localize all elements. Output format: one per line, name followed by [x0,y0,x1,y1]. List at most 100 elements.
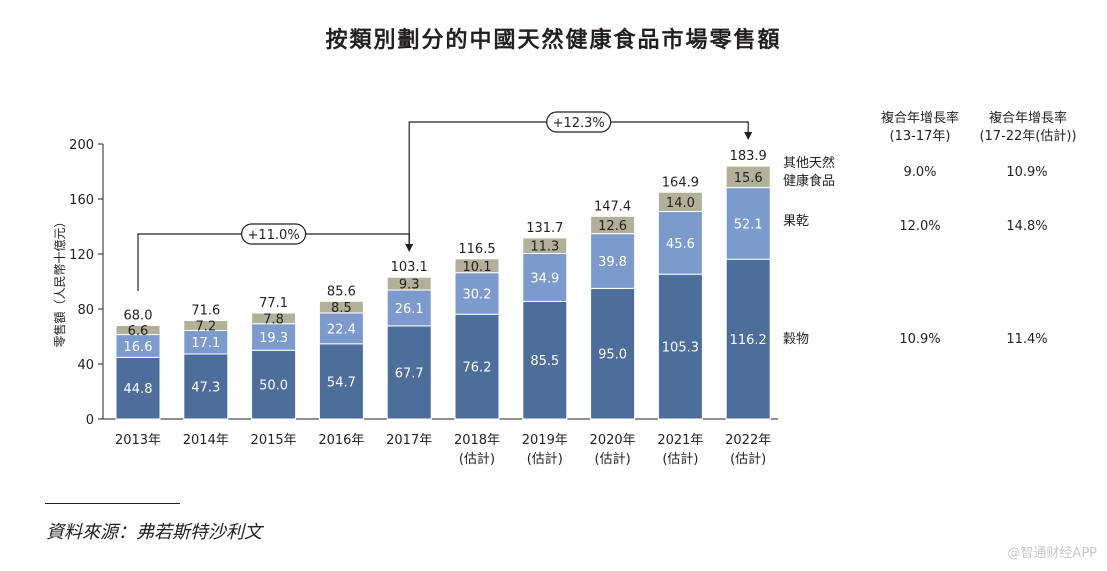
cagr-header-17-22-line2: (17-22年(估計)) [979,129,1077,144]
x-tick-label: 2022年 [725,433,771,448]
y-tick-label: 0 [86,413,94,428]
bar-value-label: 7.2 [195,320,216,335]
x-tick-label: 2015年 [251,433,297,448]
bar-segment-grains [725,258,771,420]
bar-segment-other [386,276,432,291]
bar-value-label: 85.5 [530,354,559,369]
bar-value-label: 7.8 [263,312,284,327]
bar-value-label: 44.8 [124,382,153,397]
cagr-header-17-22: 複合年增長率 (17-22年(估計)) [973,110,1083,146]
bar-segment-grains [183,353,229,420]
watermark: @智通财经APP [1007,546,1097,561]
y-tick-label: 80 [77,303,94,318]
bar-value-label: 95.0 [598,348,627,363]
bar-value-label: 9.3 [399,278,420,293]
bar-value-label: 30.2 [463,287,492,302]
y-tick-label: 40 [77,358,94,373]
bar-total-label: 85.6 [327,284,356,299]
bar-value-label: 22.4 [327,322,356,337]
bar-segment-grains [115,356,161,420]
bar-value-label: 45.6 [666,237,695,252]
cagr-dried-fruit-13-17: 12.0% [899,219,941,234]
x-tick-label: 2013年 [115,433,161,448]
bar-total-label: 68.0 [124,309,153,324]
bar-value-label: 14.0 [666,196,695,211]
bar-segment-dried-fruit [725,187,771,260]
bar-segment-dried-fruit [386,289,432,327]
bar-segment-grains [318,343,364,420]
bar-value-label: 50.0 [259,379,288,394]
bar-value-label: 76.2 [463,361,492,376]
x-tick-sublabel: (估計) [730,451,766,467]
x-tick-label: 2018年 [454,433,500,448]
bar-segment-other [657,191,703,213]
legend-label-other: 其他天然 健康食品 [783,155,835,191]
cagr-badge [546,111,612,133]
bar-segment-grains [657,273,703,420]
bar-value-label: 105.3 [662,341,699,356]
x-tick-label: 2021年 [657,433,703,448]
bar-segment-other [725,165,771,189]
bar-value-label: 11.3 [530,240,559,255]
cagr-header-13-17-line1: 複合年增長率 [880,111,959,126]
bar-segment-dried-fruit [454,272,500,315]
bar-total-label: 147.4 [594,199,631,214]
cagr-grains-13-17: 10.9% [899,332,941,347]
bar-total-label: 77.1 [259,296,288,311]
bar-total-label: 71.6 [191,304,220,319]
legend-label-other-line2: 健康食品 [783,174,836,189]
bar-value-label: 6.6 [128,324,149,339]
bar-segment-dried-fruit [590,233,636,289]
bar-segment-grains [251,349,297,420]
cagr-header-17-22-line1: 複合年增長率 [988,111,1067,126]
bar-value-label: 19.3 [259,331,288,346]
source-divider [45,503,180,504]
chart-title: 按類別劃分的中國天然健康食品市場零售額 [325,28,782,53]
bar-value-label: 47.3 [191,380,220,395]
legend-label-grains: 穀物 [783,332,810,347]
bar-value-label: 10.1 [463,260,492,275]
x-tick-label: 2019年 [522,433,568,448]
bar-total-label: 116.5 [458,242,495,257]
bar-value-label: 116.2 [730,333,767,348]
bar-segment-grains [386,325,432,420]
bar-value-label: 67.7 [395,366,424,381]
cagr-badge-label: +11.0% [247,228,299,243]
bar-segment-other [318,300,364,314]
bar-segment-other [183,320,229,331]
x-tick-sublabel: (估計) [595,451,631,467]
x-tick-sublabel: (估計) [662,451,698,467]
x-tick-label: 2017年 [386,433,432,448]
bar-segment-grains [454,313,500,420]
cagr-badge-label: +12.3% [553,116,605,131]
y-axis-label: 零售額（人民幣十億元） [52,215,67,347]
cagr-dried-fruit-17-22: 14.8% [1006,219,1048,234]
bar-value-label: 15.6 [734,171,763,186]
bar-value-label: 54.7 [327,375,356,390]
legend-label-dried-fruit: 果乾 [783,214,810,229]
bar-total-label: 164.9 [662,175,699,190]
bar-value-label: 26.1 [395,302,424,317]
x-tick-label: 2014年 [183,433,229,448]
y-tick-label: 120 [69,248,94,263]
cagr-header-13-17: 複合年增長率 (13-17年) [865,110,975,146]
cagr-badge [241,223,307,245]
x-tick-label: 2016年 [318,433,364,448]
source-note: 資料來源：弗若斯特沙利文 [46,522,262,543]
bar-segment-dried-fruit [522,252,568,302]
bar-segment-other [522,237,568,254]
bar-segment-other [115,325,161,336]
x-tick-sublabel: (估計) [459,451,495,467]
bar-value-label: 34.9 [530,271,559,286]
bar-total-label: 183.9 [730,149,767,164]
bar-value-label: 16.6 [124,340,153,355]
y-tick-label: 200 [69,138,94,153]
cagr-arrowhead [744,132,753,140]
stacked-bar-chart: 0 40 80 120 160 200 零售額（人民幣十億元） 44.8 16.66.668.0… [52,111,778,467]
bar-segment-grains [590,287,636,420]
y-tick-label: 160 [69,193,94,208]
bar-total-label: 131.7 [526,221,563,236]
bar-total-label: 103.1 [391,260,428,275]
bar-value-label: 17.1 [191,336,220,351]
bar-value-label: 52.1 [734,217,763,232]
